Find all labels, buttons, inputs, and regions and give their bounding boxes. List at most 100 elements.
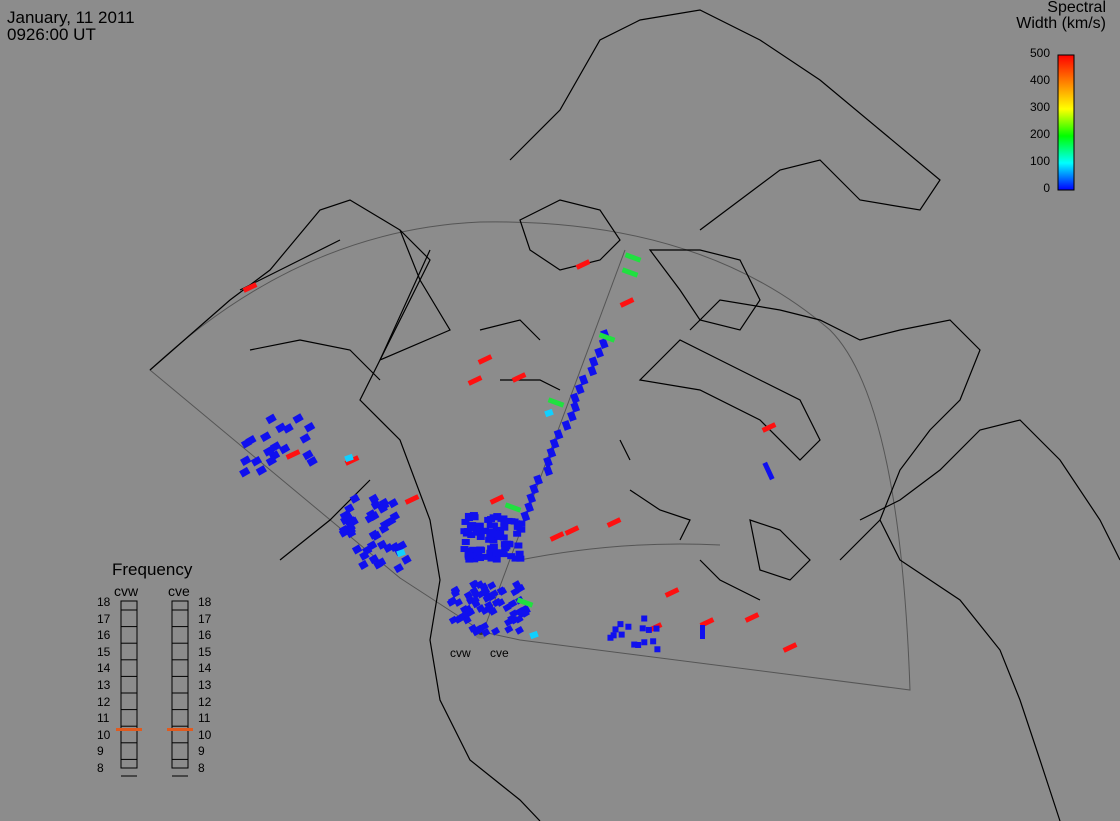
echo-cell <box>461 518 470 525</box>
echo-cell <box>578 374 589 386</box>
echo-cell <box>761 422 777 433</box>
echo-cell <box>492 552 501 559</box>
frequency-tick-label: 14 <box>97 661 111 676</box>
date-text: January, 11 2011 <box>7 8 135 27</box>
echo-cell <box>489 589 499 599</box>
echo-cell <box>344 455 360 466</box>
echo-cell <box>529 630 539 640</box>
echo-cell <box>292 413 304 424</box>
colorbar-title-line1: Spectral <box>1047 0 1106 16</box>
echo-cell <box>491 626 501 636</box>
echo-cell <box>460 546 469 553</box>
echo-cell <box>358 559 369 570</box>
echo-cell <box>526 492 537 504</box>
echo-cell <box>624 252 642 263</box>
echo-cell <box>617 621 624 628</box>
echo-cell <box>619 297 635 308</box>
echo-cell <box>462 615 472 625</box>
echo-cell <box>349 493 361 504</box>
echo-cell <box>480 586 491 596</box>
echo-cell <box>465 556 474 563</box>
colorbar-tick-label: 400 <box>1029 73 1050 87</box>
echo-cell <box>549 438 560 450</box>
echo-cell <box>546 447 557 459</box>
echo-cell <box>401 554 412 565</box>
echo-cell <box>242 282 258 293</box>
echo-cell <box>507 518 516 525</box>
scatter-cells <box>239 252 798 653</box>
echo-cell <box>404 494 420 505</box>
echo-cell <box>477 354 493 365</box>
echo-cell <box>503 540 512 547</box>
echo-cell <box>467 547 476 554</box>
coastlines <box>149 9 1120 821</box>
echo-cell <box>513 519 524 531</box>
echo-cell <box>570 401 581 413</box>
echo-cell <box>255 465 267 476</box>
echo-cell <box>529 483 539 495</box>
echo-cell <box>515 607 525 616</box>
echo-cell <box>448 596 458 605</box>
echo-cell <box>476 528 485 535</box>
echo-cell <box>469 586 479 596</box>
echo-cell <box>487 551 496 558</box>
echo-cell <box>625 623 632 630</box>
frequency-gauges <box>116 600 193 777</box>
frequency-tick-label: 15 <box>198 644 212 659</box>
echo-cell <box>612 626 619 633</box>
echo-cell <box>594 347 604 359</box>
echo-cell <box>574 383 585 395</box>
frequency-radar-cve: cve <box>168 583 190 599</box>
echo-cell <box>635 641 642 648</box>
frequency-radar-cvw: cvw <box>114 583 139 599</box>
echo-cell <box>654 646 661 653</box>
echo-cell <box>269 441 282 452</box>
echo-cell <box>492 597 502 607</box>
frequency-tick-label: 17 <box>198 611 212 626</box>
echo-cell <box>606 517 622 528</box>
echo-cell <box>744 612 760 623</box>
echo-cell <box>338 525 350 536</box>
echo-cell <box>524 501 534 513</box>
echo-cell <box>278 443 291 455</box>
echo-cell <box>492 526 501 533</box>
echo-cell <box>514 542 523 549</box>
echo-cell <box>544 408 554 418</box>
echo-cell <box>469 512 478 519</box>
echo-cell <box>389 541 400 553</box>
echo-cell <box>598 338 609 350</box>
timestamp: January, 11 2011 0926:00 UT <box>7 9 135 43</box>
echo-cell <box>487 555 496 562</box>
echo-cell <box>259 431 272 442</box>
echo-cell <box>547 397 565 408</box>
echo-cell <box>645 626 652 633</box>
gauge-cvw <box>120 600 138 769</box>
echo-cell <box>475 580 485 589</box>
echo-cell <box>497 515 506 522</box>
echo-cell <box>549 531 565 542</box>
echo-cell <box>489 514 498 521</box>
echo-cell <box>650 638 657 645</box>
echo-cell <box>543 456 553 468</box>
echo-cell <box>498 549 507 556</box>
echo-cell <box>504 624 514 634</box>
frequency-tick-label: 17 <box>97 611 111 626</box>
echo-cell <box>368 554 380 565</box>
echo-cell <box>502 603 512 612</box>
echo-cell <box>470 556 479 563</box>
radar-label-cvw: cvw <box>450 646 471 660</box>
echo-cell <box>482 594 492 603</box>
echo-cell <box>464 515 473 522</box>
echo-cell <box>299 433 311 444</box>
echo-cell <box>480 553 489 560</box>
frequency-tick-label: 10 <box>97 727 111 742</box>
echo-cell <box>461 539 470 546</box>
echo-cell <box>587 365 598 377</box>
colorbar-tick-label: 200 <box>1029 127 1050 141</box>
echo-cell <box>265 413 277 425</box>
echo-cell <box>511 555 520 562</box>
echo-cell <box>492 549 501 556</box>
frequency-tick-label: 16 <box>198 628 212 643</box>
echo-cell <box>263 446 275 457</box>
